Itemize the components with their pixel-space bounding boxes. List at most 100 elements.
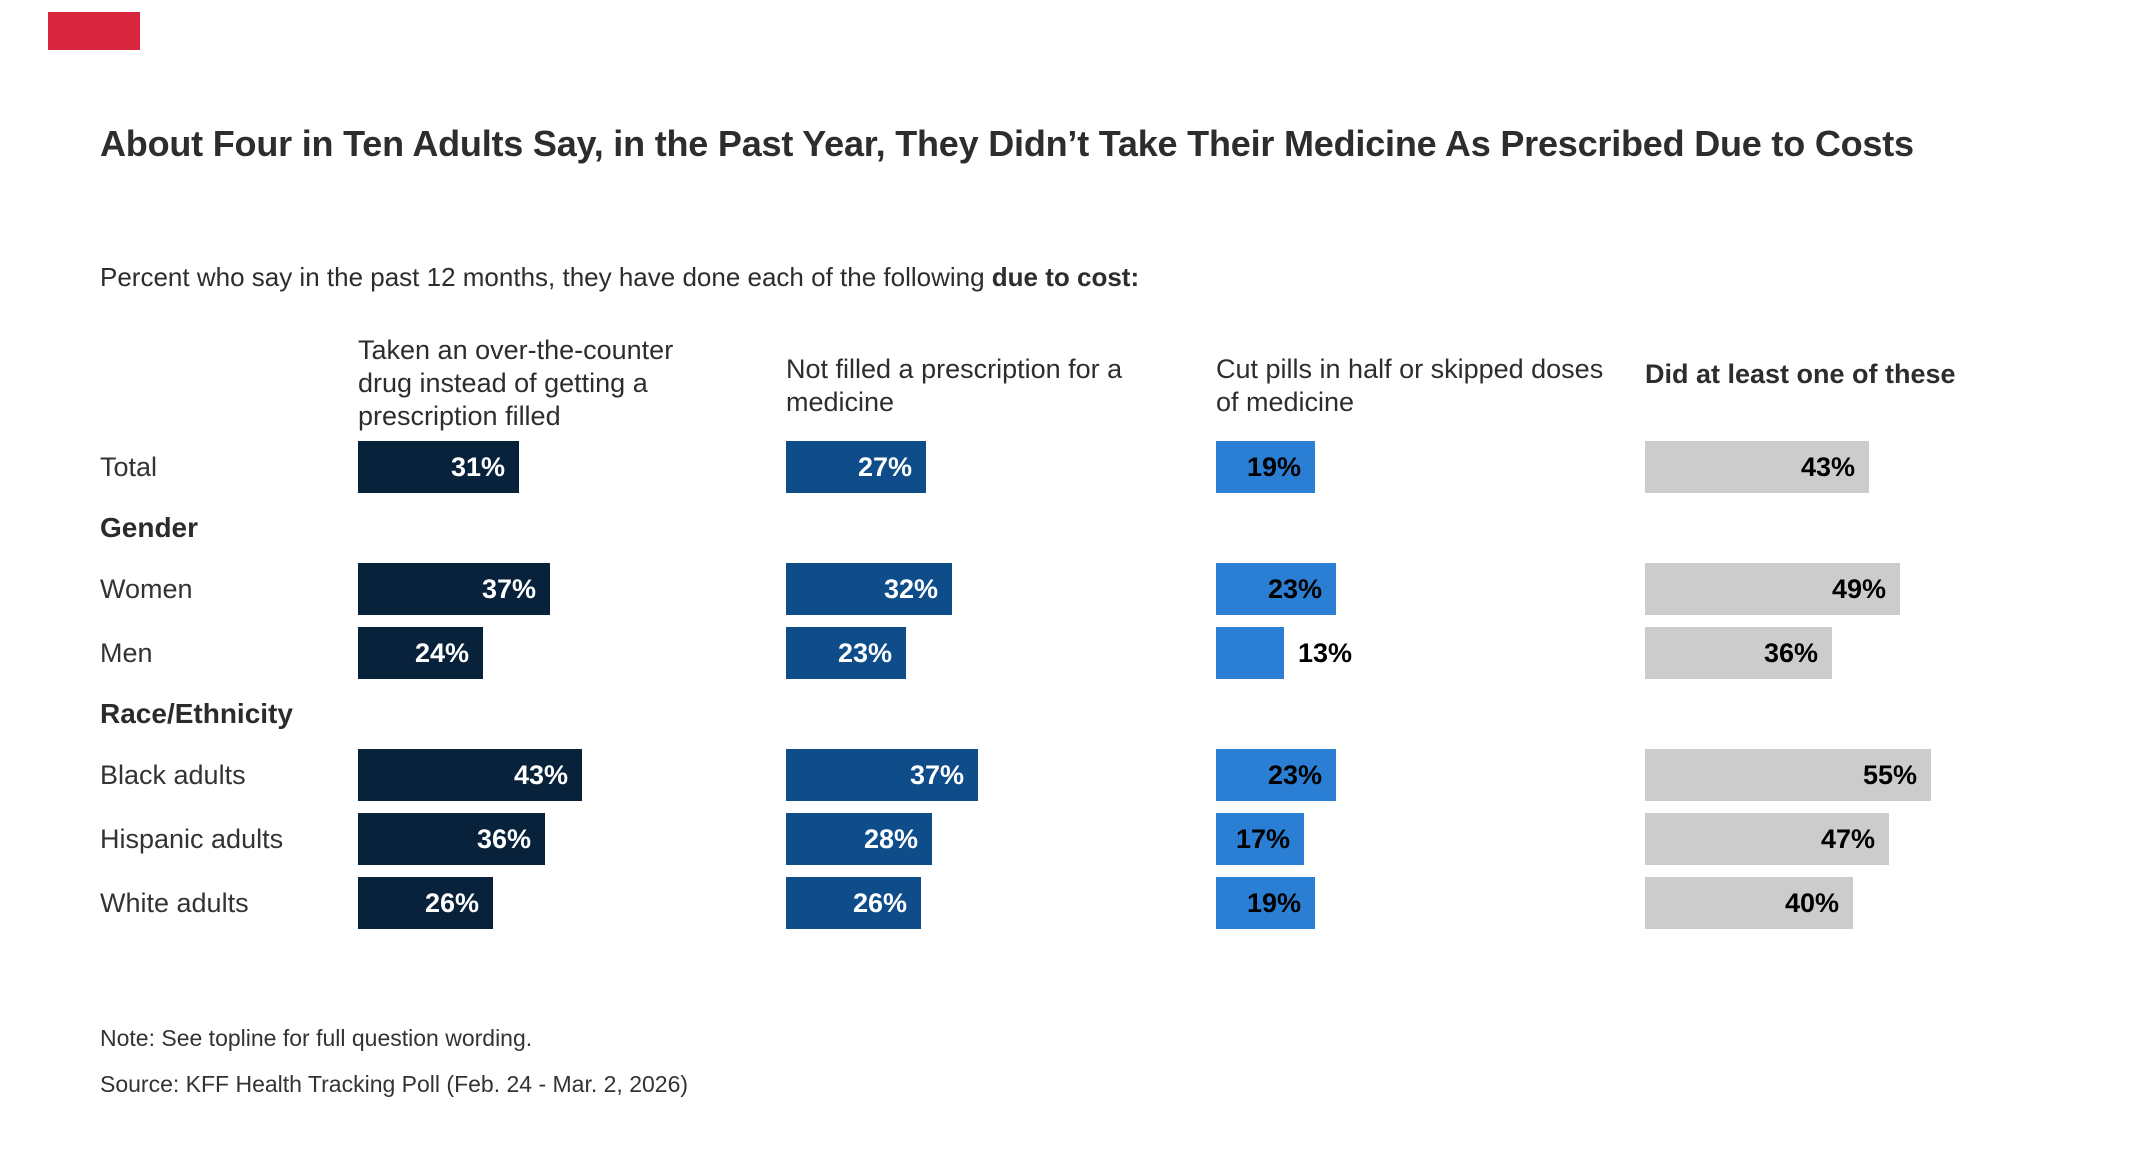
- bar-value-label: 40%: [1784, 887, 1839, 918]
- rows-container: Total 31% 27% 19% 43% Gender Women 37% 3…: [100, 441, 2132, 929]
- bar-value-label: 37%: [481, 573, 536, 604]
- bar: [786, 441, 926, 493]
- bar-cell: 37%: [786, 749, 1216, 801]
- bar-value-label: 49%: [1831, 573, 1886, 604]
- table-row: Men 24% 23% 13% 36%: [100, 627, 2132, 679]
- bar-value-label: 37%: [909, 759, 964, 790]
- bar-value-label: 17%: [1235, 823, 1290, 854]
- chart-title: About Four in Ten Adults Say, in the Pas…: [100, 123, 1914, 165]
- bar-value-label: 23%: [837, 637, 892, 668]
- bar: [1216, 813, 1304, 865]
- bar-cell: 26%: [786, 877, 1216, 929]
- row-label: White adults: [100, 887, 249, 918]
- bar: [786, 749, 978, 801]
- bar-value-label: 23%: [1267, 573, 1322, 604]
- bar-value-label: 36%: [1763, 637, 1818, 668]
- bar-cell: 43%: [358, 749, 786, 801]
- bar-cell: 55%: [1645, 749, 2132, 801]
- bar: [358, 563, 550, 615]
- bar-value-label: 47%: [1820, 823, 1875, 854]
- bar: [786, 563, 952, 615]
- bar-cell: 43%: [1645, 441, 2132, 493]
- row-label: Hispanic adults: [100, 823, 284, 854]
- section-row: Gender: [100, 507, 2132, 549]
- bar-cell: 49%: [1645, 563, 2132, 615]
- bar-cell: 26%: [358, 877, 786, 929]
- bar-value-label: 26%: [852, 887, 907, 918]
- bar-value-label: 28%: [863, 823, 918, 854]
- bar-cell: 24%: [358, 627, 786, 679]
- column-header-row: Taken an over-the-counter drug instead o…: [100, 295, 2132, 441]
- table-row: White adults 26% 26% 19% 40%: [100, 877, 2132, 929]
- bar: [786, 813, 932, 865]
- row-label: Men: [100, 637, 153, 668]
- row-label: Black adults: [100, 759, 246, 790]
- bar-cell: 17%: [1216, 813, 1645, 865]
- bar: [1645, 627, 1832, 679]
- column-header-label: Not filled a prescription for a medicine: [786, 354, 1123, 418]
- bar-value-label: 19%: [1246, 451, 1301, 482]
- bar: [1645, 813, 1889, 865]
- bar-value-label: 31%: [450, 451, 505, 482]
- bar: [358, 813, 545, 865]
- table-row: Hispanic adults 36% 28% 17% 47%: [100, 813, 2132, 865]
- bar: [1216, 441, 1315, 493]
- bar: [1216, 563, 1336, 615]
- row-label: Total: [100, 451, 158, 482]
- bar-value-label: 19%: [1246, 887, 1301, 918]
- column-header-label: Cut pills in half or skipped doses of me…: [1216, 354, 1604, 418]
- bar: 13%: [1216, 627, 1352, 679]
- bar-cell: 31%: [358, 441, 786, 493]
- source-text: Source: KFF Health Tracking Poll (Feb. 2…: [100, 1071, 689, 1097]
- table-row: Women 37% 32% 23% 49%: [100, 563, 2132, 615]
- bar-cell: 32%: [786, 563, 1216, 615]
- bar: [1645, 563, 1900, 615]
- subtitle-bold-text: due to cost:: [991, 262, 1140, 292]
- bar: [1645, 441, 1869, 493]
- note-text: Note: See topline for full question word…: [100, 1025, 533, 1051]
- bar: [786, 877, 921, 929]
- bar-cell: 28%: [786, 813, 1216, 865]
- bar: [358, 749, 582, 801]
- table-row: Total 31% 27% 19% 43%: [100, 441, 2132, 493]
- bar-cell: 37%: [358, 563, 786, 615]
- bar-cell: 27%: [786, 441, 1216, 493]
- bar-value-label: 43%: [513, 759, 568, 790]
- bar-cell: 36%: [358, 813, 786, 865]
- bar: [1645, 877, 1853, 929]
- subtitle-text: Percent who say in the past 12 months, t…: [100, 262, 992, 292]
- bar-value-label: 55%: [1862, 759, 1917, 790]
- bar-cell: 13%: [1216, 627, 1645, 679]
- bar-value-label: 23%: [1267, 759, 1322, 790]
- bar: [358, 877, 493, 929]
- chart-subtitle: Percent who say in the past 12 months, t…: [100, 262, 1139, 293]
- bar: [1216, 877, 1315, 929]
- bar-cell: 36%: [1645, 627, 2132, 679]
- column-header-cell: Did at least one of these: [1645, 358, 2132, 441]
- section-label: Race/Ethnicity: [100, 698, 293, 729]
- bar: [1216, 749, 1336, 801]
- bar-value-label: 32%: [883, 573, 938, 604]
- bar: [1645, 749, 1931, 801]
- table-row: Black adults 43% 37% 23% 55%: [100, 749, 2132, 801]
- bar: [358, 441, 519, 493]
- column-header-cell: Cut pills in half or skipped doses of me…: [1216, 353, 1645, 441]
- bar-cell: 23%: [1216, 563, 1645, 615]
- bar-cell: 23%: [786, 627, 1216, 679]
- bar-value-label: 26%: [424, 887, 479, 918]
- section-label: Gender: [100, 512, 199, 543]
- bar-cell: 40%: [1645, 877, 2132, 929]
- section-row: Race/Ethnicity: [100, 693, 2132, 735]
- kff-brand-block: [48, 12, 140, 50]
- column-header-cell: Not filled a prescription for a medicine: [786, 353, 1216, 441]
- column-header-label: Taken an over-the-counter drug instead o…: [358, 335, 674, 432]
- bar-cell: 23%: [1216, 749, 1645, 801]
- bar-value-label: 43%: [1800, 451, 1855, 482]
- bar: [786, 627, 906, 679]
- bar-cell: 19%: [1216, 441, 1645, 493]
- bar-cell: 19%: [1216, 877, 1645, 929]
- bar-table: Taken an over-the-counter drug instead o…: [100, 295, 2132, 941]
- bar-cell: 47%: [1645, 813, 2132, 865]
- bar-value-label: 27%: [857, 451, 912, 482]
